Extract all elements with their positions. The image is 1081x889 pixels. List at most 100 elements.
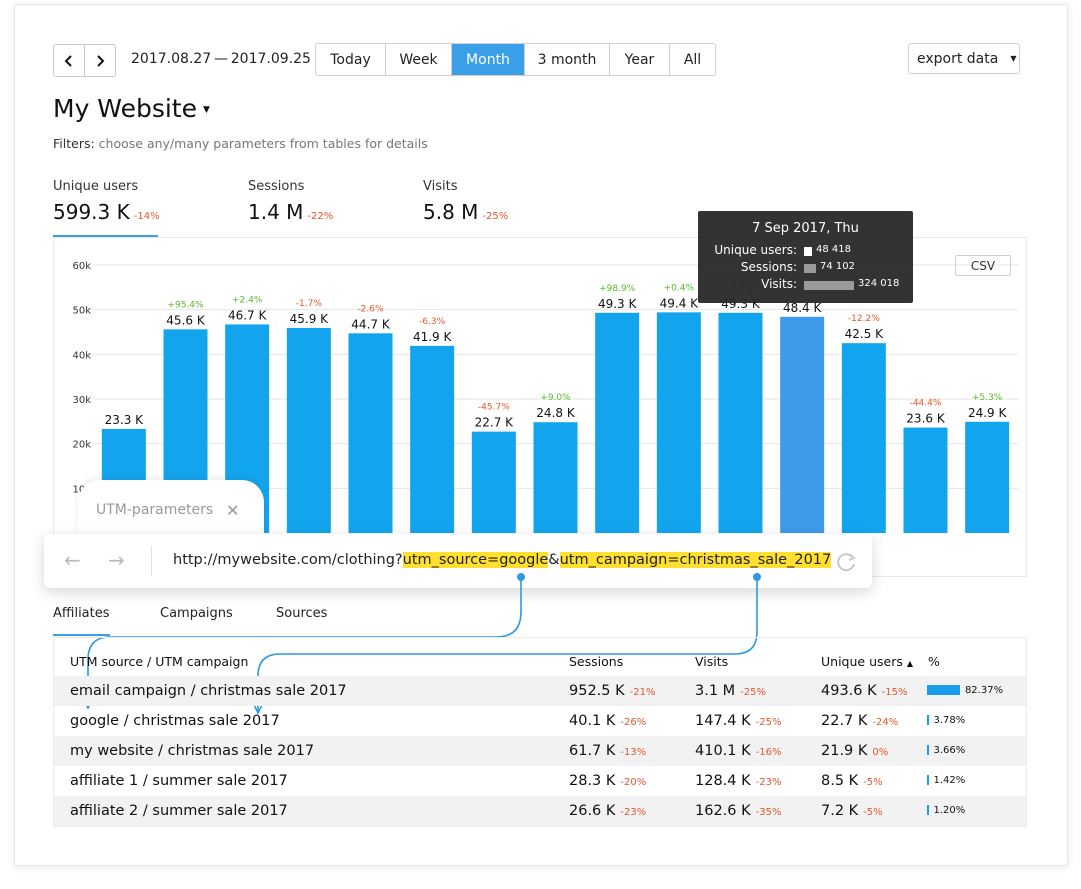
chart-bar[interactable] [718, 312, 763, 533]
table-row[interactable]: affiliate 2 / summer sale 2017 26.6 K -23%… [54, 796, 1026, 826]
chart-bar[interactable] [841, 343, 886, 533]
row-sessions-delta: -26% [620, 717, 647, 728]
chart-bar[interactable] [348, 333, 393, 533]
filters-hint: choose any/many parameters from tables f… [98, 136, 428, 151]
chart-bar[interactable] [656, 312, 701, 533]
period-month[interactable]: Month [452, 44, 525, 75]
chart-bar[interactable] [471, 431, 516, 533]
tooltip-label: Unique users: [714, 243, 797, 257]
forward-arrow-icon[interactable]: → [108, 548, 125, 572]
tab-affiliates[interactable]: Affiliates [53, 606, 110, 621]
column-header-source[interactable]: UTM source / UTM campaign [70, 654, 249, 669]
period-all[interactable]: All [670, 44, 715, 75]
row-visits-delta: -23% [755, 777, 782, 788]
active-metric-indicator [53, 235, 158, 237]
sort-ascending-icon: ▲ [906, 659, 913, 668]
chevron-right-icon [97, 54, 105, 67]
row-sessions-delta: -13% [620, 747, 647, 758]
period-today[interactable]: Today [316, 44, 386, 75]
metric-delta: -14% [133, 211, 160, 222]
tooltip-label: Sessions: [740, 260, 797, 274]
row-sessions: 40.1 K -26% [569, 713, 646, 729]
chart-bar[interactable] [780, 316, 825, 533]
period-selector: Today Week Month 3 month Year All [315, 43, 716, 76]
row-visits: 410.1 K -16% [695, 743, 781, 759]
bar-change-label: -12.2% [848, 314, 880, 324]
row-visits-delta: -35% [755, 807, 782, 818]
tooltip-bar [804, 281, 854, 290]
column-header-visits[interactable]: Visits [695, 654, 729, 669]
bar-change-label: +5.3% [972, 393, 1003, 403]
metric-delta: -25% [482, 211, 509, 222]
bar-change-label: +9.0% [540, 393, 571, 403]
column-header-unique-users[interactable]: Unique users ▲ [821, 654, 913, 669]
table-row[interactable]: my website / christmas sale 2017 61.7 K -1… [54, 736, 1026, 766]
chart-bar[interactable] [903, 427, 948, 533]
metric-unique-users[interactable]: Unique users 599.3 K -14% [53, 179, 160, 224]
bar-change-label: +0.4% [664, 283, 695, 293]
table-row[interactable]: affiliate 1 / summer sale 2017 28.3 K -20%… [54, 766, 1026, 796]
export-data-dropdown[interactable]: export data ▼ [908, 43, 1020, 74]
period-3-month[interactable]: 3 month [525, 44, 610, 75]
bar-change-label: -45.7% [478, 403, 510, 413]
row-visits: 3.1 M -25% [695, 683, 766, 699]
period-week[interactable]: Week [386, 44, 452, 75]
metric-sessions[interactable]: Sessions 1.4 M -22% [248, 179, 333, 224]
filters-line: Filters: choose any/many parameters from… [53, 136, 428, 151]
browser-tab-label: UTM-parameters [96, 502, 214, 518]
browser-tab[interactable] [78, 480, 264, 540]
row-visits-delta: -16% [755, 747, 782, 758]
bar-value-label: 48.4 K [783, 301, 823, 315]
row-source-campaign: google / christmas sale 2017 [70, 713, 280, 729]
period-year[interactable]: Year [610, 44, 670, 75]
bar-value-label: 41.9 K [413, 330, 453, 344]
row-visits-delta: -25% [740, 687, 767, 698]
row-sessions-value: 952.5 K [569, 683, 625, 699]
metric-value: 1.4 M [248, 200, 304, 224]
row-users-value: 21.9 K [821, 743, 868, 759]
row-percent: 3.66% [933, 745, 966, 756]
back-arrow-icon[interactable]: ← [64, 548, 81, 572]
utm-table [53, 637, 1027, 827]
percent-bar [927, 775, 929, 785]
percent-bar [927, 715, 929, 725]
caret-down-icon: ▼ [1010, 54, 1017, 63]
date-range: 2017.08.27 — 2017.09.25 [131, 51, 311, 67]
row-percent: 1.42% [933, 775, 966, 786]
row-visits-delta: -25% [755, 717, 782, 728]
bar-value-label: 23.3 K [105, 413, 145, 427]
next-period-button[interactable] [85, 45, 115, 76]
chart-bar[interactable] [595, 312, 640, 533]
prev-period-button[interactable] [54, 45, 85, 76]
url-text[interactable]: http://mywebsite.com/clothing?utm_source… [173, 552, 832, 568]
row-users: 21.9 K 0% [821, 743, 888, 759]
row-sessions: 28.3 K -20% [569, 773, 646, 789]
row-users-delta: -5% [863, 807, 883, 818]
row-users: 493.6 K -15% [821, 683, 907, 699]
connector-line-campaign [257, 577, 758, 711]
table-row[interactable]: email campaign / christmas sale 2017 952.… [54, 676, 1026, 706]
metric-visits[interactable]: Visits 5.8 M -25% [423, 179, 508, 224]
chart-bar[interactable] [533, 422, 578, 533]
column-header-percent[interactable]: % [928, 654, 940, 669]
chart-bar[interactable] [410, 345, 455, 533]
reload-icon[interactable] [835, 550, 859, 574]
row-users: 22.7 K -24% [821, 713, 898, 729]
row-users-value: 7.2 K [821, 803, 859, 819]
close-icon[interactable]: ✕ [226, 501, 240, 520]
tab-campaigns[interactable]: Campaigns [160, 606, 233, 621]
table-row[interactable]: google / christmas sale 2017 40.1 K -26% 14… [54, 706, 1026, 736]
chart-bar[interactable] [965, 421, 1010, 533]
row-sessions: 26.6 K -23% [569, 803, 646, 819]
site-selector[interactable]: My Website ▼ [53, 94, 210, 123]
chart-bar[interactable] [286, 327, 331, 533]
tooltip-value: 324 018 [858, 278, 900, 289]
row-visits-value: 147.4 K [695, 713, 751, 729]
column-header-sessions[interactable]: Sessions [569, 654, 624, 669]
tooltip-title: 7 Sep 2017, Thu [752, 221, 859, 236]
csv-button[interactable]: CSV [955, 255, 1011, 276]
bar-value-label: 22.7 K [475, 416, 515, 430]
y-tick-label: 40k [72, 350, 91, 361]
bar-change-label: +98.9% [599, 284, 636, 294]
tab-sources[interactable]: Sources [276, 606, 328, 621]
